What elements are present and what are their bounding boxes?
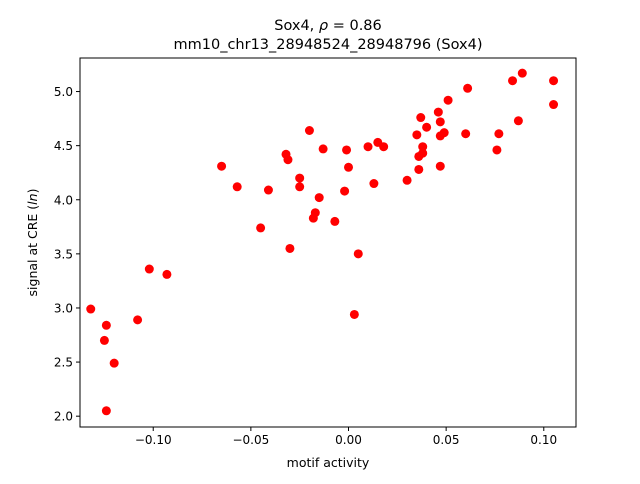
y-tick-label: 2.0 [54,410,73,424]
data-point [144,264,154,274]
data-point [461,129,471,139]
data-point [310,208,320,218]
data-point [418,148,428,158]
data-point [492,145,502,155]
y-axis-label: signal at CRE (ln) [25,189,40,297]
data-point [263,185,273,195]
x-tick-label: 0.00 [335,433,362,447]
x-tick-label: 0.05 [433,433,460,447]
data-point [295,182,305,192]
x-tick-label: −0.10 [135,433,172,447]
data-point [295,173,305,183]
data-point [463,83,473,93]
axis-ticks: −0.10 −0.05 0.00 0.05 0.10 2.0 2.5 3.0 3.5 4.0 4.5… [54,85,557,447]
data-point [353,249,363,259]
data-point [422,122,432,132]
data-point [86,304,96,314]
data-point [494,129,504,139]
data-point [435,117,445,127]
data-point [283,155,293,165]
chart-subtitle: mm10_chr13_28948524_28948796 (Sox4) [174,37,483,53]
x-tick-label: 0.10 [530,433,557,447]
data-point [99,335,109,345]
data-point [402,175,412,185]
data-point [433,107,443,117]
y-tick-label: 5.0 [54,85,73,99]
data-point [340,186,350,196]
plot-frame [79,57,577,428]
data-point [314,193,324,203]
data-point [379,142,389,152]
data-point [232,182,242,192]
data-point [256,223,266,233]
data-point [162,269,172,279]
data-point [517,68,527,78]
data-point [318,144,328,154]
data-point [439,128,449,138]
y-tick-label: 3.5 [54,247,73,261]
data-point [418,142,428,152]
x-axis-label: motif activity [287,455,370,470]
data-point [101,406,111,416]
data-point [513,116,523,126]
y-tick-label: 4.5 [54,139,73,153]
data-point [109,358,119,368]
data-point [412,130,422,140]
data-point [285,243,295,253]
data-point [549,100,559,110]
data-point [435,161,445,171]
data-point [101,320,111,330]
data-point [342,145,352,155]
data-point [369,179,379,189]
x-tick-label: −0.05 [232,433,269,447]
data-point [330,216,340,226]
data-point [304,126,314,136]
data-point [133,315,143,325]
y-tick-label: 2.5 [54,356,73,370]
data-point [549,76,559,86]
y-tick-label: 3.0 [54,301,73,315]
data-point [414,164,424,174]
data-point [217,161,227,171]
data-point [508,76,518,86]
y-tick-label: 4.0 [54,193,73,207]
chart-title: Sox4, ρ = 0.86 [274,18,382,34]
data-point [443,95,453,105]
data-points [86,68,559,416]
data-point [416,113,426,123]
data-point [363,142,373,152]
data-point [344,162,354,172]
data-point [349,309,359,319]
